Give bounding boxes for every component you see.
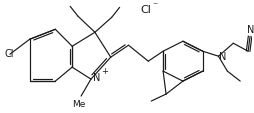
Text: +: + (101, 66, 108, 75)
Text: Cl: Cl (139, 5, 150, 15)
Text: Cl: Cl (5, 49, 14, 59)
Text: N: N (92, 72, 100, 82)
Text: Me: Me (72, 99, 85, 108)
Text: ⁻: ⁻ (152, 1, 157, 11)
Text: N: N (246, 25, 254, 35)
Text: N: N (219, 52, 226, 62)
